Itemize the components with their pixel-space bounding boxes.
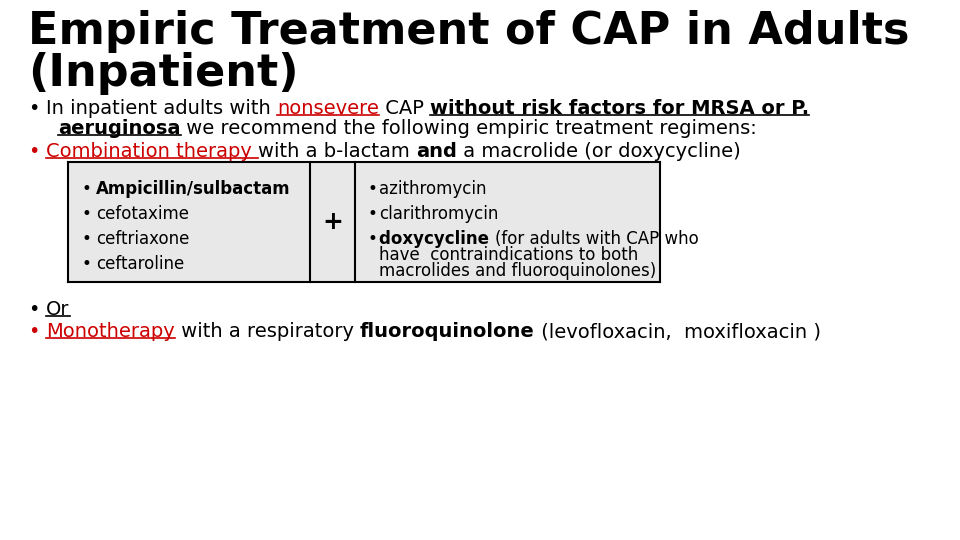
Text: Empiric Treatment of CAP in Adults: Empiric Treatment of CAP in Adults [28, 10, 909, 53]
Text: •: • [28, 322, 39, 341]
Text: ceftaroline: ceftaroline [96, 255, 184, 273]
Text: (for adults with CAP who: (for adults with CAP who [494, 230, 699, 248]
Text: fluoroquinolone: fluoroquinolone [360, 322, 535, 341]
Text: macrolides and fluoroquinolones): macrolides and fluoroquinolones) [379, 262, 657, 280]
Text: +: + [322, 210, 343, 234]
Text: ceftriaxone: ceftriaxone [96, 230, 189, 248]
Text: •: • [367, 230, 377, 248]
Text: (levofloxacin,  moxifloxacin ): (levofloxacin, moxifloxacin ) [535, 322, 821, 341]
Text: clarithromycin: clarithromycin [379, 205, 498, 223]
Text: CAP: CAP [379, 99, 430, 118]
Text: aeruginosa: aeruginosa [58, 119, 180, 138]
Text: •: • [82, 255, 92, 273]
Text: with a b-lactam: with a b-lactam [258, 142, 416, 161]
Text: azithromycin: azithromycin [379, 180, 487, 198]
Text: nonsevere: nonsevere [277, 99, 379, 118]
Text: •: • [82, 180, 92, 198]
Text: doxycycline: doxycycline [379, 230, 494, 248]
Text: cefotaxime: cefotaxime [96, 205, 189, 223]
Text: •: • [82, 230, 92, 248]
Text: without risk factors for MRSA or P.: without risk factors for MRSA or P. [430, 99, 809, 118]
Text: •: • [367, 180, 377, 198]
Text: Monotherapy: Monotherapy [46, 322, 175, 341]
Text: In inpatient adults with: In inpatient adults with [46, 99, 277, 118]
Text: •: • [28, 142, 39, 161]
Text: with a respiratory: with a respiratory [175, 322, 360, 341]
Text: Ampicillin/sulbactam: Ampicillin/sulbactam [96, 180, 291, 198]
Text: •: • [28, 99, 39, 118]
Text: (Inpatient): (Inpatient) [28, 52, 299, 95]
Text: •: • [367, 205, 377, 223]
Text: •: • [28, 300, 39, 319]
Text: Or: Or [46, 300, 69, 319]
Bar [68, 162, 660, 282]
Text: and: and [416, 142, 457, 161]
Text: we recommend the following empiric treatment regimens:: we recommend the following empiric treat… [180, 119, 757, 138]
Text: a macrolide (or doxycycline): a macrolide (or doxycycline) [457, 142, 741, 161]
Text: •: • [82, 205, 92, 223]
Text: Combination therapy: Combination therapy [46, 142, 258, 161]
Text: have  contraindications to both: have contraindications to both [379, 246, 638, 264]
